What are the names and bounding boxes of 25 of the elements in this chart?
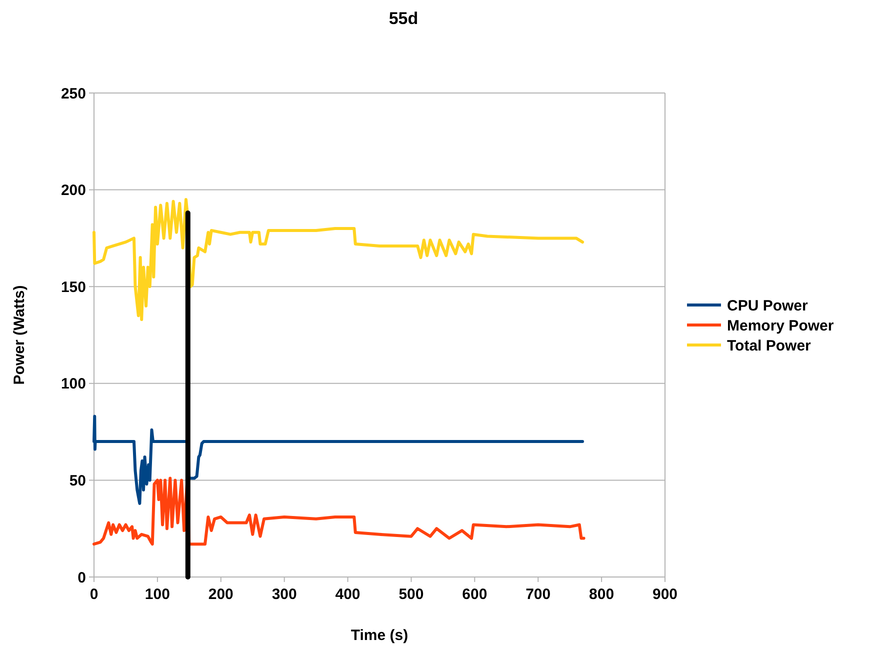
x-tick-label: 500 bbox=[398, 586, 424, 603]
line-series bbox=[92, 476, 586, 546]
y-tick-label: 250 bbox=[60, 85, 86, 102]
line-series bbox=[92, 198, 584, 322]
x-tick-label: 900 bbox=[652, 586, 678, 603]
y-tick-label: 100 bbox=[60, 376, 86, 393]
legend-label: CPU Power bbox=[727, 297, 808, 314]
x-tick-label: 200 bbox=[208, 586, 234, 603]
legend-label: Memory Power bbox=[727, 317, 834, 334]
x-tick-label: 800 bbox=[589, 586, 614, 603]
x-tick-label: 100 bbox=[144, 586, 170, 603]
y-tick-label: 150 bbox=[60, 278, 86, 296]
x-tick-label: 600 bbox=[462, 586, 488, 603]
y-tick-label: 0 bbox=[78, 569, 86, 586]
x-tick-label: 400 bbox=[335, 586, 360, 603]
legend-label: Total Power bbox=[727, 337, 812, 354]
x-axis-title: Time (s) bbox=[350, 627, 408, 644]
y-tick-label: 50 bbox=[69, 472, 86, 490]
y-axis-title: Power (Watts) bbox=[11, 285, 28, 385]
line-series bbox=[92, 414, 584, 505]
y-tick-label: 200 bbox=[60, 182, 86, 200]
x-tick-label: 0 bbox=[90, 586, 98, 603]
x-tick-label: 300 bbox=[272, 586, 297, 603]
x-tick-label: 700 bbox=[526, 586, 551, 603]
chart-title: 55d bbox=[388, 9, 418, 28]
